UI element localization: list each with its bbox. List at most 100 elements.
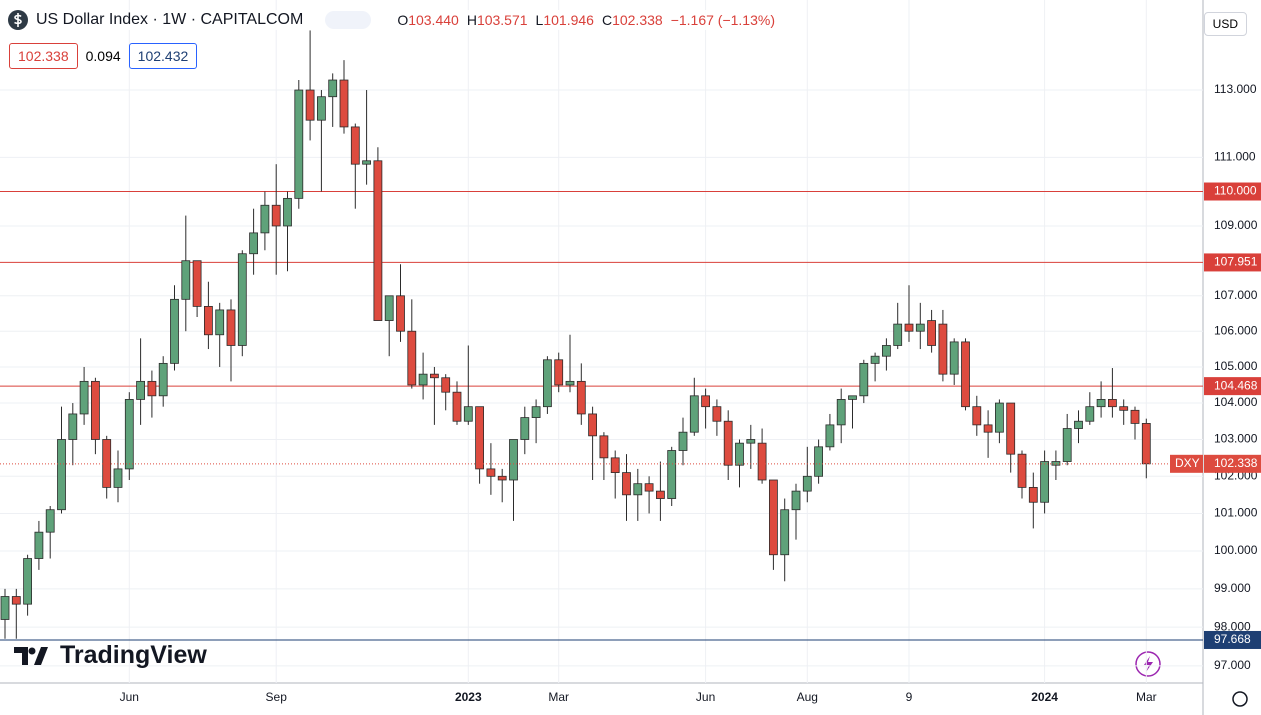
candle-body [452,391,462,422]
ask[interactable]: 102.432 [128,43,198,69]
symbol-title[interactable]: US Dollar Index · 1W · CAPITALCOM [36,11,304,28]
candle-body [689,395,699,433]
candle-body [509,439,518,481]
y-tick-label: 109.000 [1214,218,1258,232]
candle-body [497,475,507,481]
level-label-box [1204,182,1261,201]
bid[interactable]: 102.338 [9,43,78,69]
ohlc-item: H103.571 [467,12,528,28]
candle-body [305,89,315,121]
candle-body [995,402,1004,433]
candle-body [1085,406,1095,422]
candle-body [170,298,179,364]
candle-body [1017,453,1027,488]
candle-body [192,260,202,307]
candle-body [588,413,597,437]
candle-body [91,380,100,440]
candle-body [983,424,993,433]
candle-body [622,472,631,496]
candle-body [938,323,948,375]
candle-body [769,479,778,556]
candle-body [158,362,168,397]
x-tick-label: Mar [548,690,569,704]
ohlc-key: O [397,12,409,28]
candle-body [136,380,146,400]
currency[interactable]: USD [1203,12,1247,36]
candle-body [486,468,496,477]
candle-body [215,309,225,336]
candle-body [23,558,33,605]
candle-body [260,204,270,234]
candle-body [362,160,372,165]
candle-body [859,362,869,397]
candle-body [79,380,89,415]
candle-body [712,406,722,422]
x-tick-label: 2024 [1031,690,1058,704]
level-label: 97.668 [1214,632,1251,646]
candle-body [520,417,530,440]
level-label-box [1204,253,1261,272]
candle-body [644,483,654,492]
ohlc-item: L101.946 [536,12,594,28]
candle-body [610,457,620,473]
alert-bolt [1144,656,1153,672]
candle-body [576,380,586,415]
spread: 0.094 [85,48,121,64]
candle-body [1130,409,1140,424]
ohlc-item: O103.440 [397,12,459,28]
ohlc-key: L [535,12,544,28]
candle-body [802,475,812,492]
ohlc-item: C102.338 [602,12,663,28]
candle-body [475,406,485,470]
candle-body [870,355,880,364]
candle-body [181,260,191,300]
x-tick-label: Mar [1136,690,1157,704]
level-label-box [1204,377,1261,396]
x-tick-label: Sep [266,690,288,704]
change: −1.167 (−1.13%) [670,12,775,28]
candle-body [825,424,835,448]
candle-body [203,305,213,336]
candle-body [373,160,383,321]
candle-body [757,442,767,481]
candle-body [893,323,903,346]
y-tick-label: 105.000 [1214,359,1258,373]
candle-body [656,490,665,499]
symbol-icon [8,10,28,30]
last-symbol-box [1170,454,1203,473]
ohlc-value: 101.946 [543,12,594,28]
alert-icon[interactable] [1135,651,1161,677]
level-label: 107.951 [1214,255,1258,269]
candle-body [226,309,236,346]
ohlc-key: H [466,12,477,28]
last-price-label: 102.338 [1214,456,1258,470]
candle-body [1119,406,1129,411]
level-label: 104.468 [1214,378,1258,392]
candle-body [746,439,756,444]
candle-body [633,483,643,496]
candle-body [1006,402,1016,455]
candle-body [701,395,710,408]
settings-icon[interactable] [1232,691,1248,707]
x-tick-label: 2023 [455,690,482,704]
candle-body [836,399,846,426]
ohlc: O103.440 H103.571 L101.946 C102.338 [397,12,662,28]
candle-body [927,320,936,346]
symbol-toggles[interactable] [325,11,372,29]
candle-body [429,373,439,379]
candle-body [45,509,55,533]
candle-body [113,468,123,488]
candle-body [283,197,292,227]
candle-body [1074,420,1083,429]
y-tick-label: 97.000 [1214,658,1251,672]
candle-body [396,295,405,332]
header: US Dollar Index · 1W · CAPITALCOM O103.4… [8,10,775,30]
brand-mark [14,646,48,665]
x-tick-label: Jun [120,690,139,704]
candle-body [0,596,10,620]
y-tick-label: 100.000 [1214,543,1258,557]
candle-body [463,406,473,422]
candle-body [1096,399,1106,408]
